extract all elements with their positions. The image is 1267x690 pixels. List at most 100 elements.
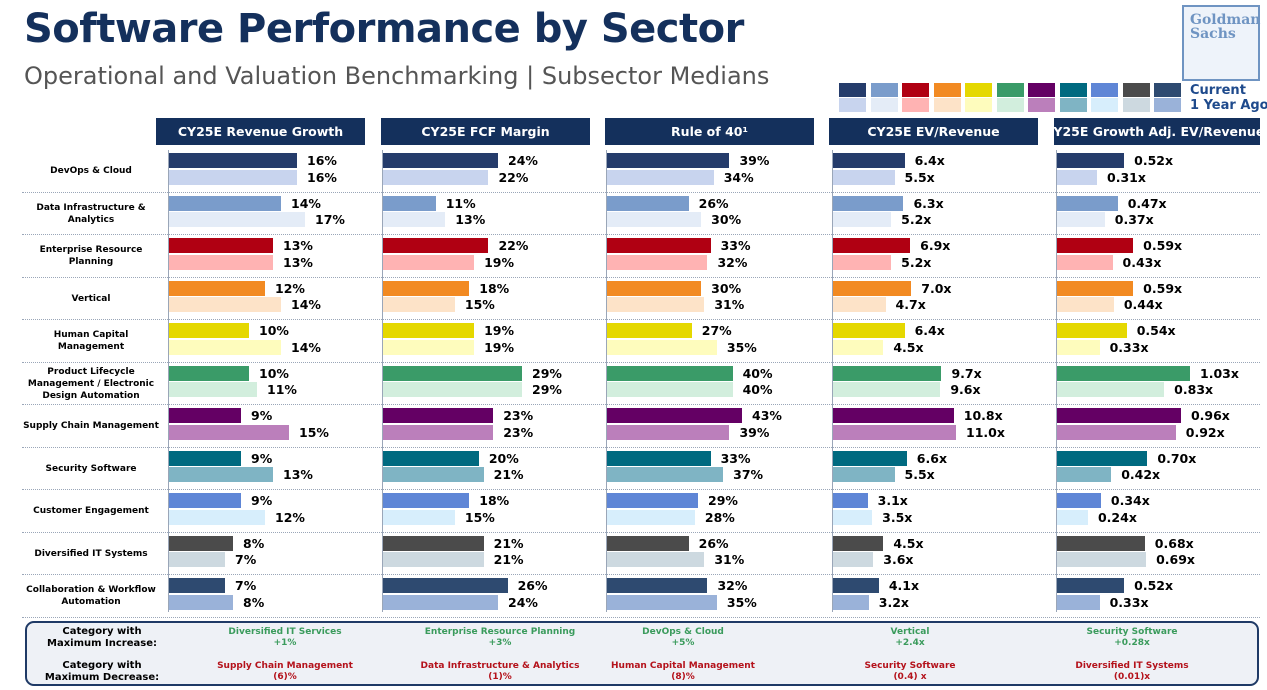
bar-current xyxy=(833,153,905,168)
row-separator xyxy=(22,404,1260,405)
bar-prior xyxy=(833,382,941,397)
category-label: Collaboration & Workflow Automation xyxy=(26,585,156,608)
bar-prior xyxy=(383,254,475,270)
max-increase-item-name: Vertical xyxy=(890,627,930,637)
data-label: 0.92x xyxy=(1185,424,1225,440)
bar-prior xyxy=(833,552,874,567)
bar-current xyxy=(607,195,689,211)
max-decrease-item: Supply Chain Management (6)% xyxy=(175,661,395,683)
bar-prior xyxy=(1057,467,1112,482)
data-label: 26% xyxy=(698,195,729,211)
bar-prior xyxy=(1057,254,1113,270)
data-label: 33% xyxy=(720,238,751,253)
bar-prior xyxy=(169,424,289,440)
bar-current xyxy=(607,578,708,593)
bar-current xyxy=(383,535,484,551)
data-label: 6.9x xyxy=(920,238,951,253)
legend-prior-swatch xyxy=(1122,98,1150,112)
data-label: 15% xyxy=(464,297,495,312)
data-label: 18% xyxy=(479,280,510,296)
category-label: Vertical xyxy=(71,293,111,304)
bar-prior xyxy=(833,424,956,440)
bar-current xyxy=(383,493,470,508)
bar-prior xyxy=(169,254,273,270)
data-label: 29% xyxy=(532,382,562,397)
summary-box: Category with Maximum Increase: Category… xyxy=(25,621,1259,686)
bar-current xyxy=(833,450,907,466)
max-decrease-item: Data Infrastructure & Analytics (1)% xyxy=(390,661,610,683)
category-label: DevOps & Cloud xyxy=(50,166,132,177)
data-label: 0.68x xyxy=(1154,535,1194,551)
logo-line-1: Goldman xyxy=(1190,12,1261,28)
data-label: 21% xyxy=(493,535,524,551)
data-label: 12% xyxy=(275,280,305,296)
bar-current xyxy=(1057,280,1134,296)
legend-current-swatch xyxy=(1091,83,1118,97)
bar-current xyxy=(607,153,730,168)
bar-prior xyxy=(169,509,265,525)
data-label: 11.0x xyxy=(966,424,1005,440)
legend-current-swatch xyxy=(1154,83,1181,97)
bar-prior xyxy=(607,552,705,567)
bar-prior xyxy=(383,509,455,525)
max-decrease-item-name: Security Software xyxy=(864,661,956,671)
bar-current xyxy=(1057,408,1181,423)
legend-current-swatch xyxy=(902,83,929,97)
data-label: 0.43x xyxy=(1122,254,1162,270)
bar-current xyxy=(607,450,711,466)
data-label: 5.5x xyxy=(904,169,935,185)
legend-current-swatch xyxy=(1028,83,1055,97)
bar-prior xyxy=(833,467,895,482)
max-increase-item: DevOps & Cloud +5% xyxy=(573,627,793,649)
data-label: 22% xyxy=(498,169,529,185)
data-label: 15% xyxy=(299,424,329,440)
data-label: 16% xyxy=(307,153,337,168)
bar-current xyxy=(169,450,241,466)
legend-prior-swatch xyxy=(996,98,1024,112)
data-label: 9% xyxy=(251,493,273,508)
max-decrease-item-value: (0.01)x xyxy=(1113,672,1151,682)
data-label: 40% xyxy=(742,365,773,381)
bar-current xyxy=(607,535,689,551)
data-label: 8% xyxy=(243,535,265,551)
bar-prior xyxy=(833,339,884,355)
data-label: 3.2x xyxy=(878,594,909,610)
bar-current xyxy=(1057,238,1134,253)
max-increase-item-value: +1% xyxy=(273,638,297,648)
data-label: 7% xyxy=(235,552,257,567)
data-label: 4.5x xyxy=(893,535,924,551)
data-label: 6.3x xyxy=(913,195,944,211)
data-label: 3.1x xyxy=(877,493,908,508)
bar-prior xyxy=(383,339,475,355)
bar-current xyxy=(169,323,249,338)
row-separator xyxy=(22,531,1260,533)
axis-line xyxy=(606,150,607,612)
data-label: 8% xyxy=(243,594,265,610)
data-label: 13% xyxy=(283,238,313,253)
bar-current xyxy=(607,280,702,296)
bar-current xyxy=(833,323,905,338)
data-label: 11% xyxy=(445,195,476,211)
bar-current xyxy=(1057,323,1127,338)
data-label: 32% xyxy=(717,578,748,593)
bar-prior xyxy=(383,594,499,610)
bar-prior xyxy=(169,552,225,567)
data-label: 7.0x xyxy=(921,280,952,296)
bar-prior xyxy=(383,424,494,440)
data-label: 6.6x xyxy=(916,450,948,466)
category-label: Customer Engagement xyxy=(33,506,149,517)
data-label: 28% xyxy=(704,509,735,525)
bar-current xyxy=(383,238,489,253)
row-separator xyxy=(22,446,1260,448)
bar-prior xyxy=(169,297,281,312)
bar-prior xyxy=(383,169,489,185)
bar-current xyxy=(1057,535,1145,551)
data-label: 21% xyxy=(493,552,524,567)
data-label: 26% xyxy=(517,578,548,593)
bar-prior xyxy=(833,169,895,185)
column-header: CY25E Revenue Growth xyxy=(156,118,365,145)
legend-prior-swatch xyxy=(965,98,992,112)
bar-current xyxy=(833,238,911,253)
bar-prior xyxy=(833,509,873,525)
max-increase-item: Security Software +0.28x xyxy=(1022,627,1242,649)
